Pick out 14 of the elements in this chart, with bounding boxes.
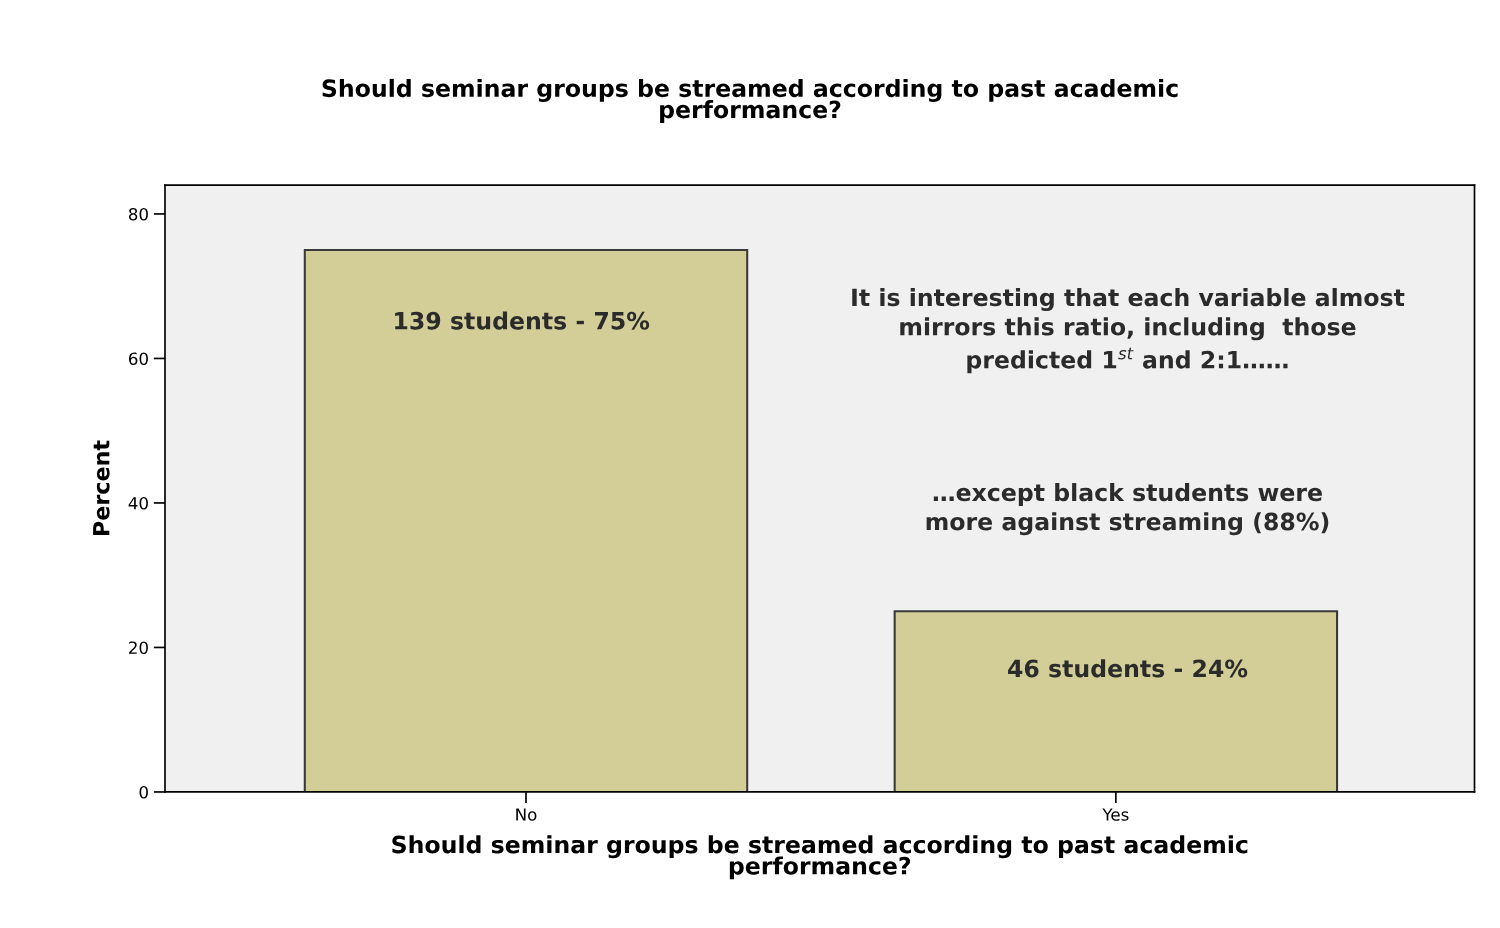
annotation: 139 students - 75%: [395, 311, 650, 330]
y-tick-label: 80: [128, 207, 148, 221]
annotation: …except black students were more against streaming (88%): [926, 483, 1329, 536]
x-axis-title: Should seminar groups be streamed according to past academic performance?: [392, 835, 1248, 880]
y-tick-label: 0: [139, 785, 148, 799]
annotation: 46 students - 24%: [1008, 659, 1248, 678]
y-axis-title: Percent: [93, 440, 110, 535]
x-tick-label: No: [516, 808, 537, 821]
y-tick-label: 40: [128, 496, 148, 510]
y-tick-label: 60: [128, 352, 148, 366]
chart-title: Should seminar groups be streamed according to past academic performance?: [322, 78, 1178, 123]
annotation: It is interesting that each variable almost mirrors this ratio, including those predicted 1$^{st}$ and 2:1……: [852, 288, 1405, 374]
x-tick-label: Yes: [1102, 808, 1129, 821]
y-tick-label: 20: [129, 641, 148, 655]
